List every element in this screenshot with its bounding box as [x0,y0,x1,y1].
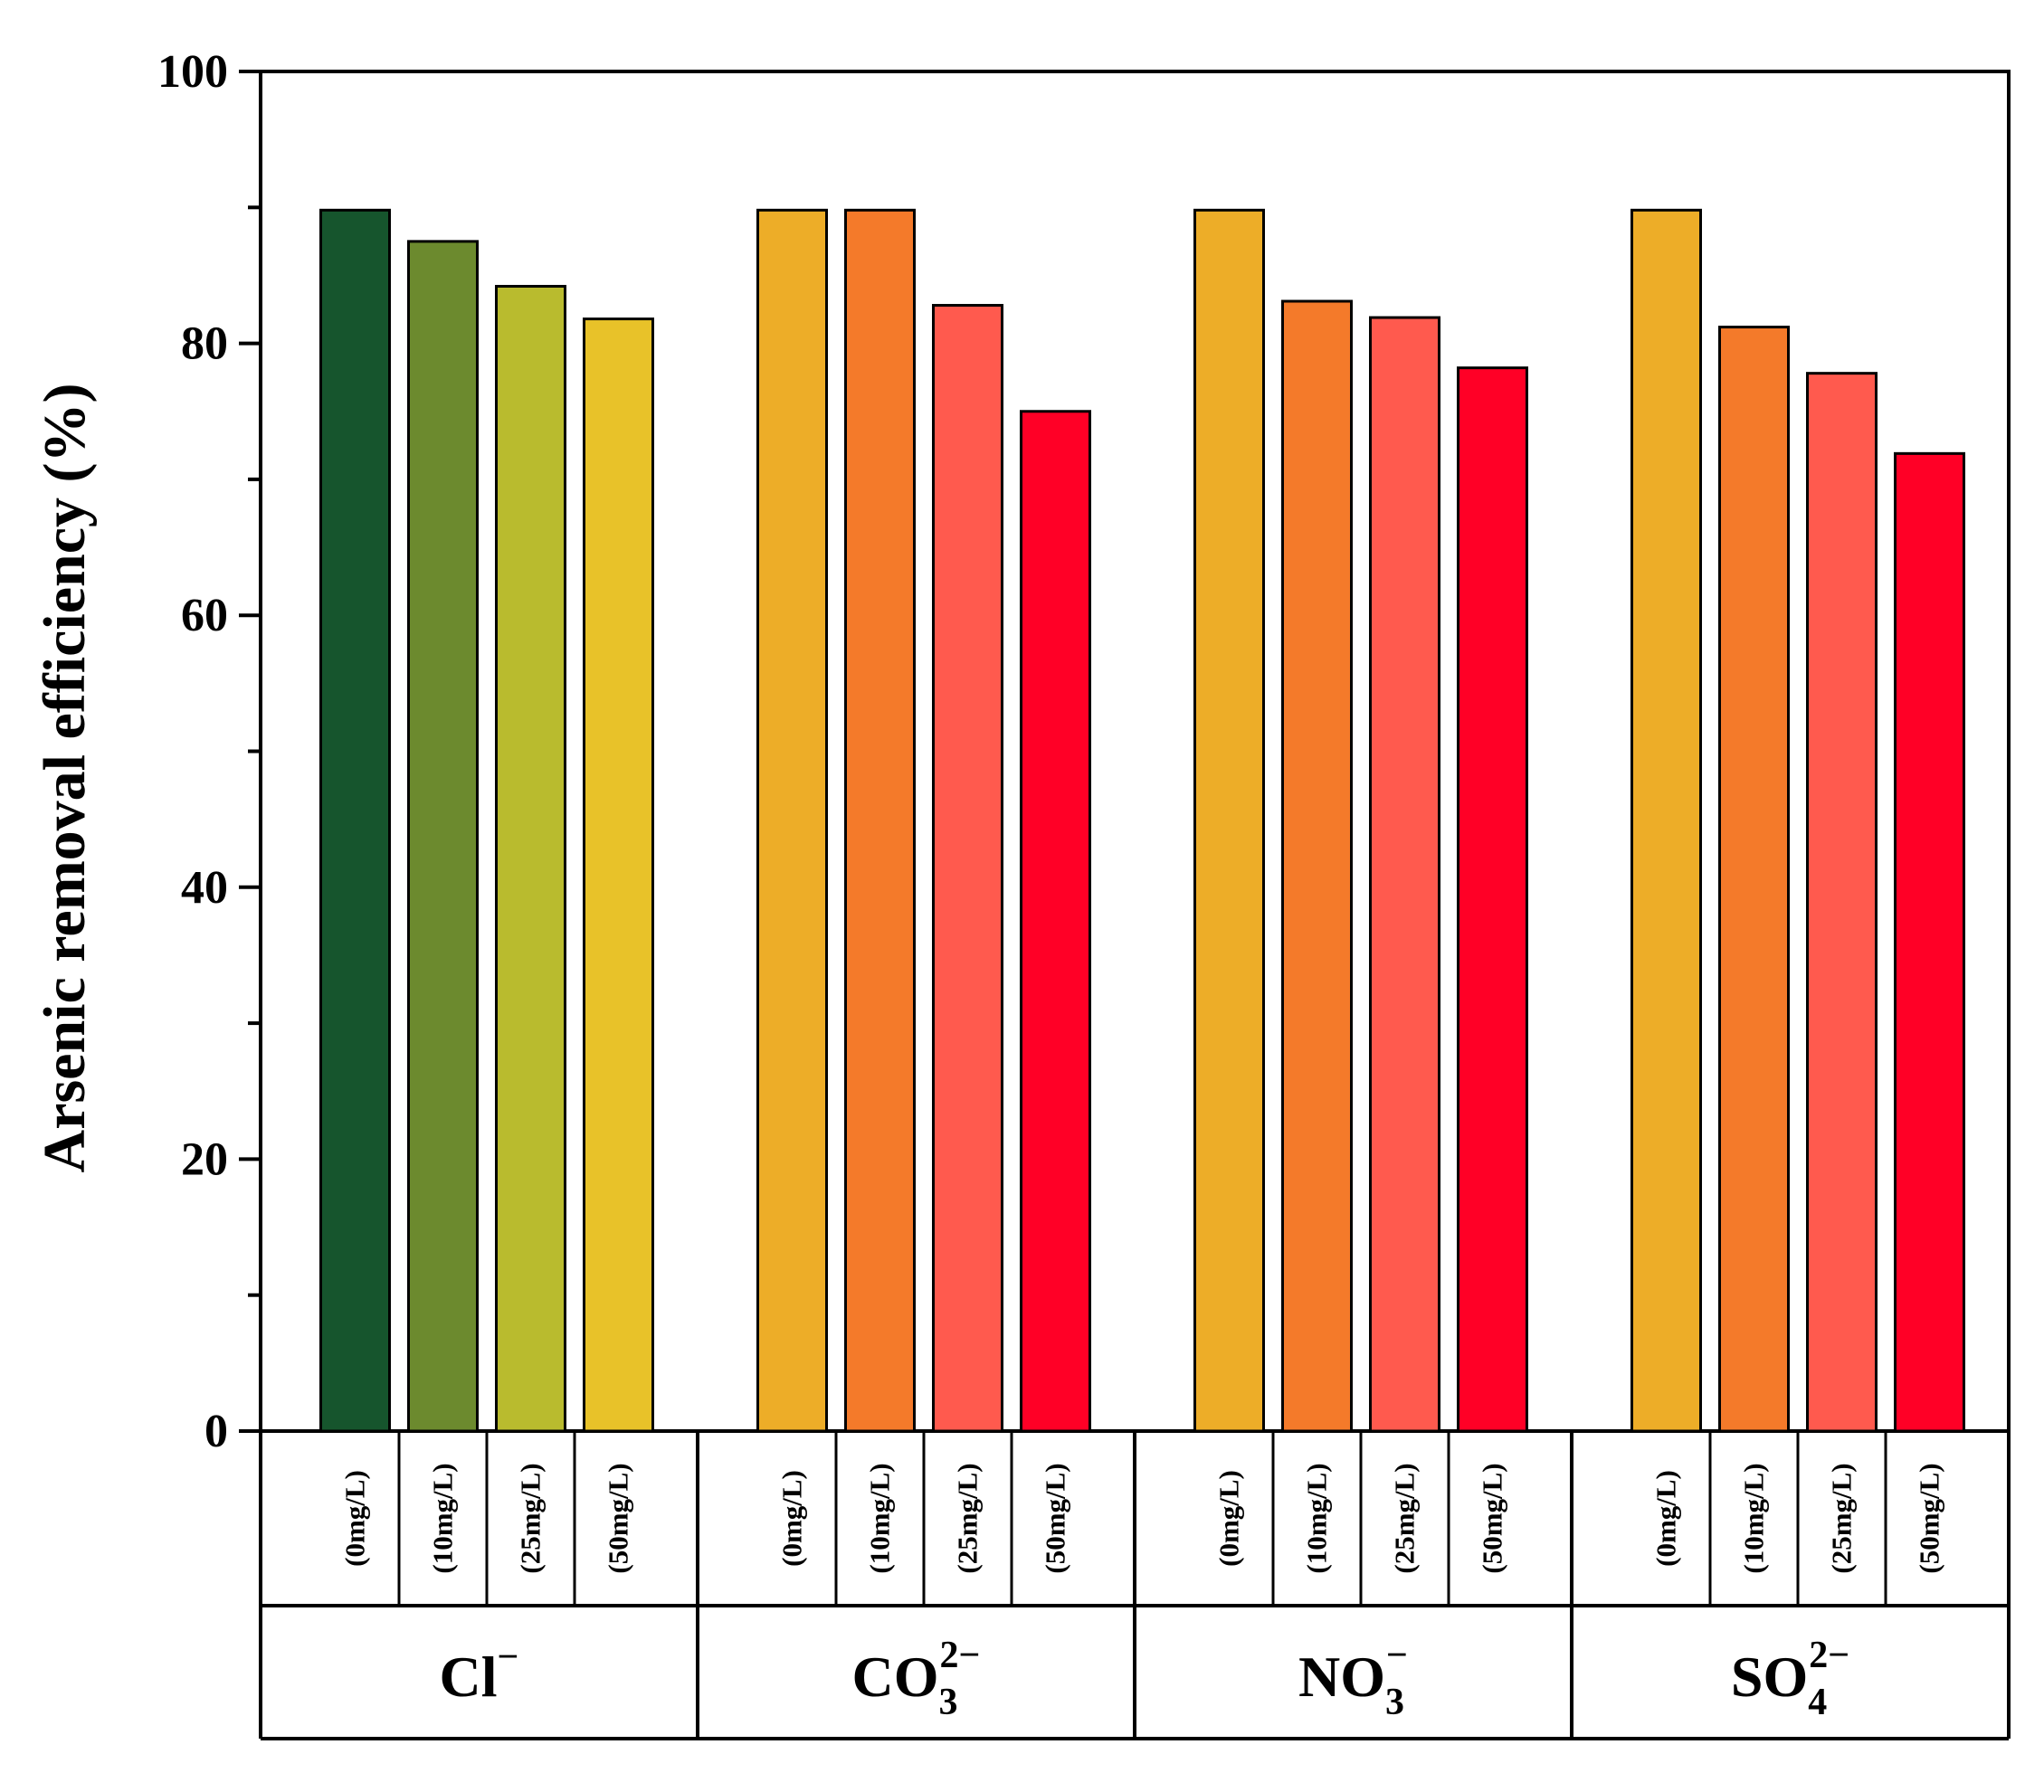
y-tick-label: 0 [204,1406,228,1457]
bar [1281,299,1353,1433]
bar [932,304,1003,1433]
category-label: (10mg/L) [864,1463,896,1573]
bar [495,284,566,1433]
bar [844,208,916,1433]
category-label: (25mg/L) [952,1463,984,1573]
group-label: SO42− [1731,1635,1849,1723]
category-label: (0mg/L) [1213,1470,1245,1567]
category-label: (50mg/L) [603,1463,634,1573]
bar [1369,316,1440,1433]
group-label: CO32− [852,1635,981,1723]
category-label: (50mg/L) [1914,1463,1945,1573]
y-tick-label: 100 [157,46,228,98]
y-tick-label: 60 [181,590,228,641]
group-label: NO3− [1298,1635,1408,1723]
category-label: (10mg/L) [1738,1463,1770,1573]
y-tick-label: 20 [181,1133,228,1185]
category-label: (25mg/L) [515,1463,547,1573]
category-table: (0mg/L) (10mg/L) (25mg/L) (50mg/L) Cl− (0mg/L… [259,1431,2011,1740]
category-label: (25mg/L) [1826,1463,1858,1573]
bar [1894,451,1965,1433]
category-label: (0mg/L) [339,1470,371,1567]
y-axis-label: Arsenic removal efficiency (%) [32,384,98,1173]
category-label: (0mg/L) [1650,1470,1682,1567]
y-tick-label: 80 [181,318,228,370]
category-label: (50mg/L) [1040,1463,1071,1573]
bar [1806,372,1878,1433]
category-label: (10mg/L) [427,1463,459,1573]
category-label: (10mg/L) [1301,1463,1333,1573]
category-label: (50mg/L) [1477,1463,1508,1573]
bar [1020,410,1091,1433]
plot-area: 0 20 40 60 80 100 [157,46,2011,1457]
category-label: (25mg/L) [1389,1463,1421,1573]
y-tick-label: 40 [181,862,228,914]
bar [319,208,391,1433]
bar [756,208,828,1433]
bar [1193,208,1265,1433]
group-label: Cl− [440,1636,519,1709]
bar [1718,326,1790,1433]
category-label: (0mg/L) [776,1470,808,1567]
bar [407,240,479,1433]
bar [1457,366,1528,1433]
bar [583,318,654,1433]
bar [1630,208,1702,1433]
